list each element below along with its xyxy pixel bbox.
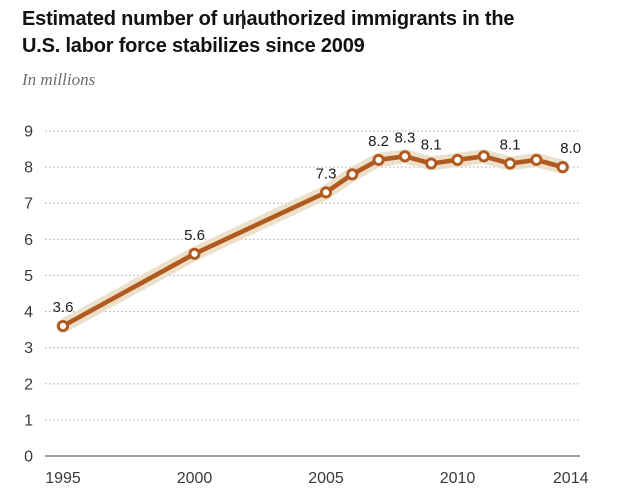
data-point-2014 — [556, 161, 569, 174]
x-tick-label-2010: 2010 — [440, 470, 476, 487]
y-tick-label-2: 2 — [24, 376, 33, 393]
x-tick-label-2014: 2014 — [553, 470, 589, 487]
x-tick-label-1995: 1995 — [45, 470, 81, 487]
chart-subtitle: In millions — [22, 70, 96, 89]
y-tick-label-7: 7 — [24, 196, 33, 213]
data-point-2010 — [451, 153, 464, 166]
line-chart: 0 1 2 3 4 5 6 7 8 9 1995 2000 2005 2010 2014 3.6 5.6 7.3 8… — [24, 124, 589, 487]
data-label-2005: 7.3 — [316, 165, 337, 182]
chart-title-line2: U.S. labor force stabilizes since 2009 — [22, 35, 365, 57]
data-point-2005 — [319, 186, 333, 199]
y-tick-label-1: 1 — [24, 412, 33, 429]
y-tick-label-8: 8 — [24, 160, 33, 177]
text-cursor-artifact — [242, 10, 244, 29]
data-label-2012: 8.1 — [500, 137, 521, 154]
data-point-2000 — [188, 247, 201, 260]
y-tick-label-3: 3 — [24, 340, 33, 357]
y-tick-label-0: 0 — [24, 449, 33, 466]
data-label-2008: 8.3 — [394, 129, 415, 146]
chart-title: Estimated number of unauthorized immigra… — [22, 6, 604, 60]
trend-line — [60, 154, 565, 329]
data-point-2011 — [477, 150, 490, 163]
confidence-band — [56, 149, 570, 333]
y-tick-label-4: 4 — [24, 304, 33, 321]
chart-title-line1: Estimated number of unauthorized immigra… — [22, 8, 515, 30]
data-label-2007: 8.2 — [368, 133, 389, 150]
data-point-2013 — [530, 153, 543, 166]
data-label-2014: 8.0 — [560, 140, 581, 157]
data-point-2012 — [504, 157, 517, 170]
data-point-2008 — [398, 150, 411, 163]
y-tick-label-6: 6 — [24, 232, 33, 249]
data-point-1995 — [56, 319, 70, 333]
x-tick-label-2000: 2000 — [177, 470, 213, 487]
y-tick-label-5: 5 — [24, 268, 33, 285]
data-point-2009 — [425, 157, 438, 170]
data-point-2006 — [346, 168, 359, 181]
data-label-2000: 5.6 — [184, 227, 205, 244]
y-tick-label-9: 9 — [24, 124, 33, 141]
data-label-1995: 3.6 — [53, 299, 74, 316]
x-tick-label-2005: 2005 — [308, 470, 344, 487]
data-point-2007 — [372, 153, 385, 166]
data-label-2009: 8.1 — [421, 137, 442, 154]
